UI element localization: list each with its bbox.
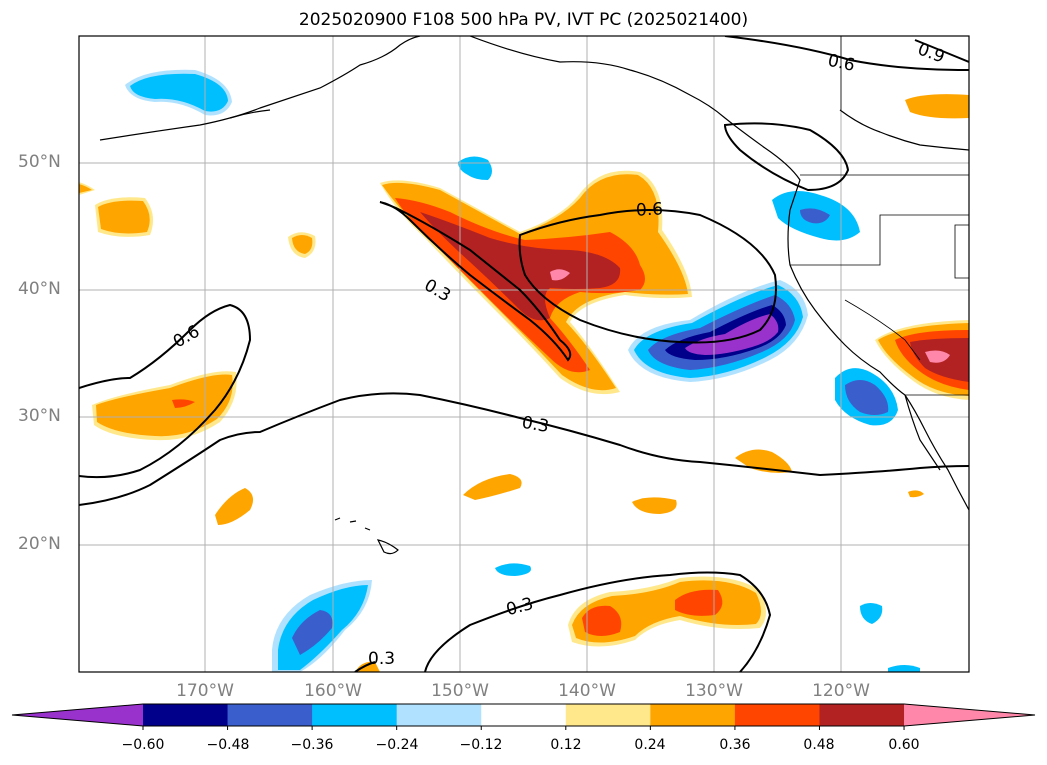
lon-label: 170°W [176,681,234,701]
colorbar-tick-label: −0.60 [121,737,165,753]
contour-label: 0.3 [520,413,550,437]
pv-positive-region-west [92,371,237,441]
lon-label: 150°W [431,681,489,701]
colorbar-tick-label: −0.24 [375,737,419,753]
pv-negative-region-east [628,280,808,382]
pv-positive-small-1 [463,474,522,500]
lon-label: 130°W [685,681,743,701]
pv-positive-small-2 [632,497,677,514]
lat-label: 30°N [18,406,61,426]
pv-positive-small-west [79,182,316,258]
pv-positive-region-california [875,320,969,400]
colorbar [11,703,1036,730]
ivt-contours [79,36,969,672]
colorbar-segment [143,704,229,726]
colorbar-extend-max [904,704,1035,726]
contour-label: 0.9 [915,39,947,67]
colorbar-segment [312,704,398,726]
pv-negative-region-baja [835,368,898,426]
colorbar-segment [734,704,820,726]
colorbar-segment [396,704,482,726]
pv-positive-small-5 [908,490,924,498]
contour-label: 0.3 [421,275,454,306]
colorbar-segment [565,704,651,726]
colorbar-segment [481,704,567,726]
political-borders [790,36,969,396]
pv-negative-small-2 [495,563,531,576]
contour-label: 0.3 [368,649,395,669]
contour-label: 0.6 [170,322,203,353]
colorbar-tick-label: 0.48 [803,737,835,753]
graticule [79,36,969,672]
lon-label: 140°W [558,681,616,701]
coastlines [99,36,969,555]
lat-label: 40°N [18,279,61,299]
pv-positive-small-3 [215,488,254,525]
pv-negative-region-oregon [772,191,860,241]
map-frame [78,35,970,673]
colorbar-tick-label: −0.12 [459,737,503,753]
map-title: 2025020900 F108 500 hPa PV, IVT PC (2025… [298,10,749,30]
colorbar-segment [227,704,313,726]
colorbar-extend-min [12,704,143,726]
lat-label: 50°N [18,152,61,172]
pv-negative-region-north [125,69,232,116]
contour-label: 0.6 [635,199,663,220]
colorbar-segment [650,704,736,726]
colorbar-tick-label: −0.36 [290,737,334,753]
colorbar-tick-label: 0.36 [719,737,751,753]
pv-negative-small-1 [458,156,492,180]
colorbar-segment [819,704,905,726]
lat-label: 20°N [18,534,61,554]
lon-label: 120°W [812,681,870,701]
pv-negative-small-3 [860,603,883,624]
pv-positive-small-7 [355,661,380,672]
pv-positive-small-6 [905,94,969,119]
lon-label: 160°W [304,681,362,701]
contour-label: 0.6 [826,51,857,76]
colorbar-tick-label: −0.48 [206,737,250,753]
pv-positive-region-south [568,576,766,647]
contour-label: 0.3 [504,594,535,620]
colorbar-tick-label: 0.12 [550,737,582,753]
colorbar-tick-label: 0.24 [634,737,666,753]
pv-negative-small-4 [888,665,920,672]
pv-negative-region-southwest [272,580,372,672]
colorbar-tick-label: 0.60 [888,737,920,753]
